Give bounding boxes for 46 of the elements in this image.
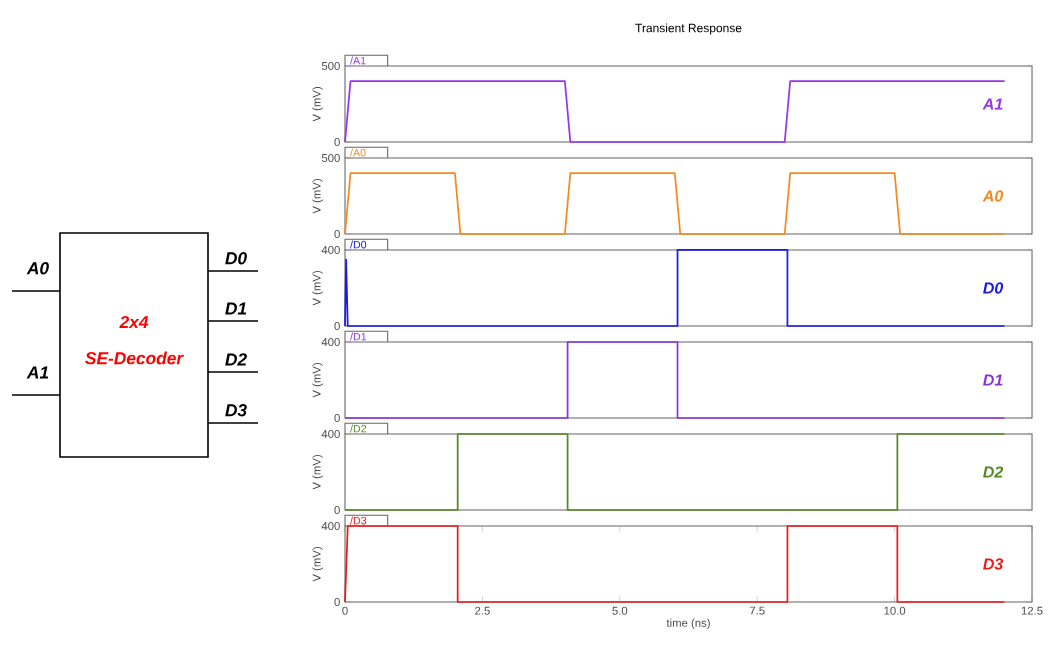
y-tick-label: 400	[321, 522, 340, 530]
x-tick-label: 7.5	[749, 606, 765, 615]
series-label: /A1	[350, 56, 366, 65]
chart-title: Transient Response	[635, 23, 742, 35]
text: A0	[26, 262, 49, 275]
text: /D1	[350, 332, 367, 341]
y-tick-label: 0	[334, 137, 340, 146]
x-tick-label: 10.0	[884, 606, 906, 615]
y-tick-label: 400	[321, 245, 340, 254]
y-tick-label: 500	[321, 61, 340, 70]
annotation: D1	[983, 374, 1003, 386]
y-tick-label: 0	[334, 321, 340, 330]
y-tick-label: 0	[334, 506, 340, 514]
annotation: A0	[982, 190, 1004, 202]
text: D0	[225, 252, 247, 265]
text: D1	[225, 302, 247, 315]
x-tick-label: 2.5	[475, 606, 490, 615]
y-tick-label: 0	[334, 413, 340, 422]
text: 2x4	[119, 315, 149, 329]
series-label: /D0	[350, 240, 367, 249]
y-tick-label: 500	[321, 153, 340, 162]
y-axis-title: V (mV)	[312, 87, 323, 122]
text: /D2	[350, 424, 367, 433]
text: D2	[225, 353, 247, 366]
y-tick-label: 0	[334, 229, 340, 238]
y-axis-title: V (mV)	[312, 179, 323, 214]
y-tick-label: 400	[321, 337, 340, 346]
y-axis-title: V (mV)	[312, 455, 323, 490]
series-label: /A0	[350, 148, 366, 157]
y-tick-label: 400	[321, 429, 340, 438]
x-tick-label: 5.0	[612, 606, 628, 615]
y-tick-label: 0	[334, 598, 340, 607]
text: A1	[26, 366, 49, 379]
annotation: A1	[982, 98, 1003, 110]
y-axis-title: V (mV)	[312, 363, 323, 398]
annotation: D3	[983, 558, 1004, 570]
annotation: D2	[983, 466, 1004, 478]
text: D3	[225, 404, 247, 417]
y-axis-title: V (mV)	[312, 271, 323, 306]
series-label: /D3	[350, 516, 367, 525]
annotation: D0	[983, 282, 1004, 294]
text: SE-Decoder	[85, 351, 184, 365]
x-axis-title: time (ns)	[666, 618, 710, 630]
x-tick-label: 12.5	[1021, 606, 1043, 615]
x-tick-label: 0	[342, 606, 348, 615]
y-axis-title: V (mV)	[312, 547, 323, 582]
